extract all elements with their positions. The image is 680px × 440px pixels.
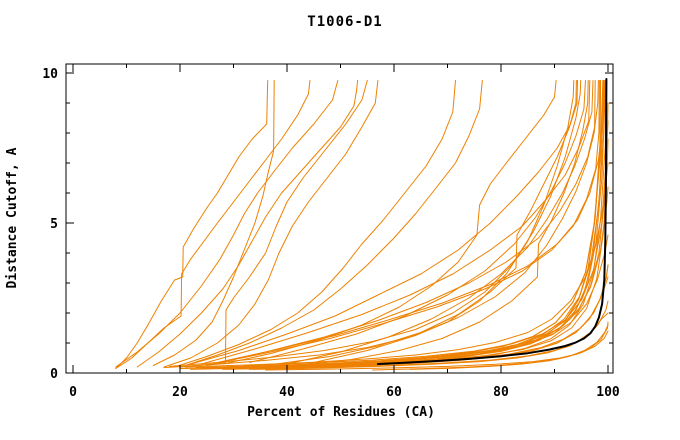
chart-title: T1006-D1: [307, 14, 382, 30]
x-tick-label: 0: [69, 385, 77, 400]
model-curve: [115, 80, 311, 369]
y-tick-label: 10: [42, 67, 58, 82]
x-tick-label: 20: [172, 385, 188, 400]
model-curve: [211, 80, 600, 365]
model-curve: [190, 80, 578, 365]
model-curve: [297, 80, 589, 366]
model-curve: [152, 80, 275, 366]
model-curve: [200, 80, 606, 370]
model-curve: [249, 80, 586, 363]
plot-frame: [65, 63, 614, 374]
model-curve: [136, 80, 359, 368]
model-curve: [211, 80, 605, 369]
model-curve: [265, 330, 609, 371]
model-curve: [233, 102, 609, 368]
model-curve: [115, 80, 269, 369]
model-curve: [313, 80, 599, 363]
model-curve: [184, 162, 609, 368]
model-curve: [168, 80, 582, 367]
x-tick-label: 100: [596, 385, 620, 400]
y-axis-label: Distance Cutoff, A: [5, 147, 20, 288]
model-curve: [216, 234, 609, 369]
model-curve: [115, 80, 339, 368]
model-curve: [409, 324, 609, 370]
model-curve: [184, 80, 483, 366]
x-tick-label: 60: [386, 385, 402, 400]
model-curve: [222, 80, 557, 365]
best-model-curve: [376, 78, 608, 365]
model-curve: [174, 80, 456, 368]
model-curve: [243, 120, 609, 366]
model-curve: [163, 80, 379, 368]
x-tick-label: 80: [493, 385, 509, 400]
y-tick-label: 0: [50, 367, 58, 382]
y-tick-label: 5: [50, 217, 58, 232]
tick-labels: 0 20 40 60 80 100 0 5 10: [42, 67, 620, 400]
x-tick-label: 40: [279, 385, 295, 400]
x-axis-label: Percent of Residues (CA): [247, 405, 435, 420]
model-curves-layer: [115, 78, 609, 371]
model-curve: [238, 276, 609, 369]
model-curve: [275, 80, 577, 365]
model-curve: [190, 80, 604, 370]
